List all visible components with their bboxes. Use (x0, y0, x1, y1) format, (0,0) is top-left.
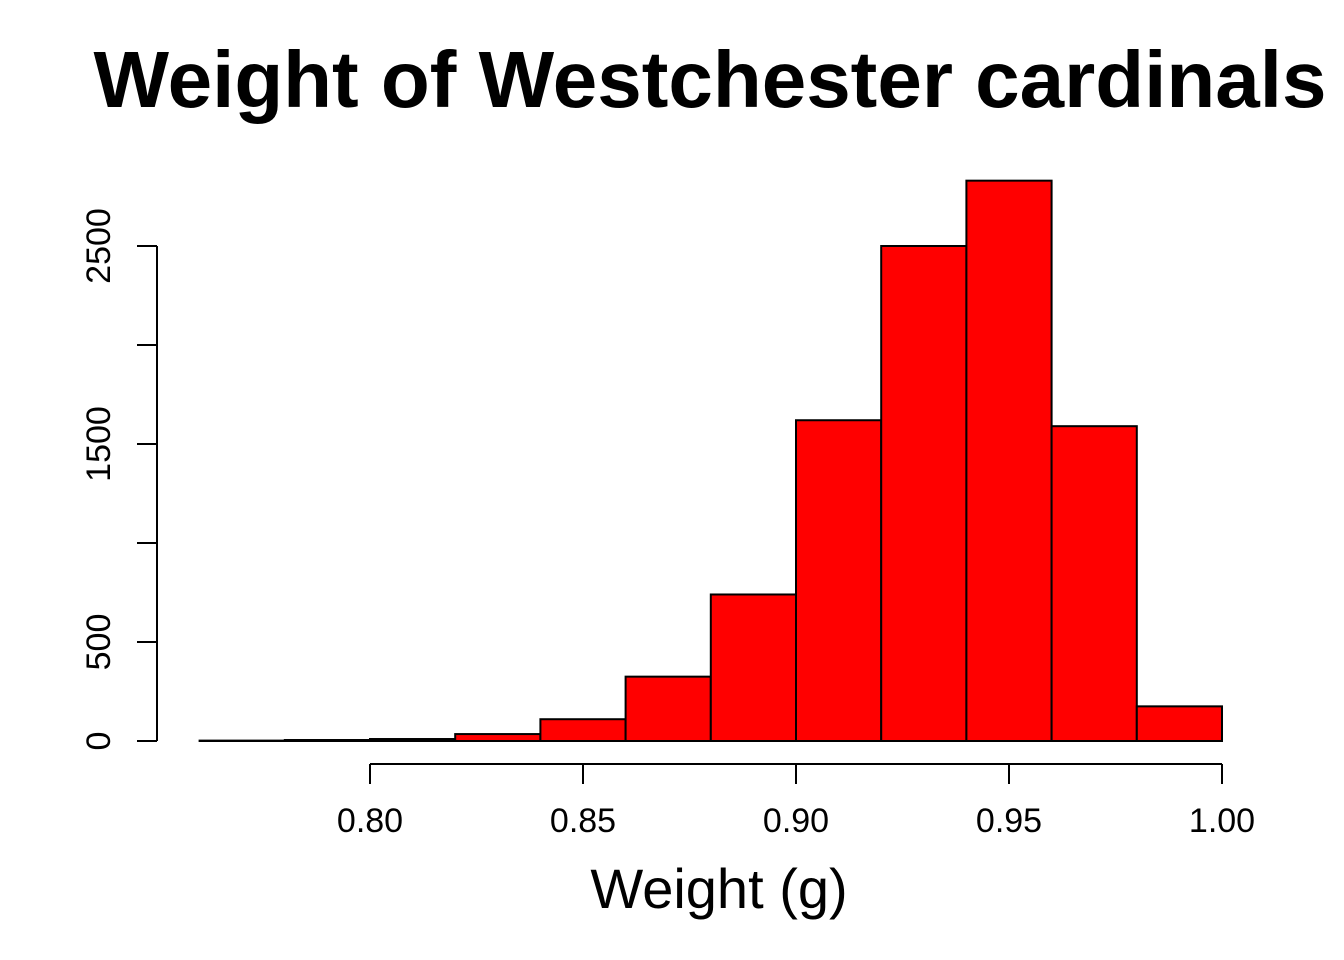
histogram-bar (454, 733, 542, 743)
histogram-bar (369, 738, 457, 743)
histogram-bar (624, 675, 712, 743)
histogram-bar (539, 718, 627, 742)
histogram-bar (709, 593, 797, 742)
y-tick-label: 0 (80, 732, 118, 751)
x-tick-label: 0.95 (976, 802, 1042, 840)
chart-title: Weight of Westchester cardinals (94, 35, 1327, 124)
histogram-bar (1135, 705, 1224, 742)
histogram-bar (1050, 425, 1138, 742)
bars-group (198, 179, 1224, 743)
histogram-bar (880, 245, 968, 742)
histogram-bar (965, 179, 1053, 743)
x-tick-label: 1.00 (1189, 802, 1255, 840)
y-axis: 0 500 1500 2500 (80, 208, 158, 751)
x-axis: 0.80 0.85 0.90 0.95 1.00 (337, 763, 1255, 840)
histogram-bar (283, 739, 371, 743)
y-tick-label: 1500 (80, 406, 118, 482)
x-tick-label: 0.80 (337, 802, 403, 840)
x-axis-label: Weight (g) (590, 857, 847, 920)
x-tick-label: 0.85 (550, 802, 616, 840)
y-tick-label: 2500 (80, 208, 118, 284)
x-tick-label: 0.90 (763, 802, 829, 840)
y-tick-label: 500 (80, 614, 118, 671)
histogram-bar (795, 419, 883, 742)
